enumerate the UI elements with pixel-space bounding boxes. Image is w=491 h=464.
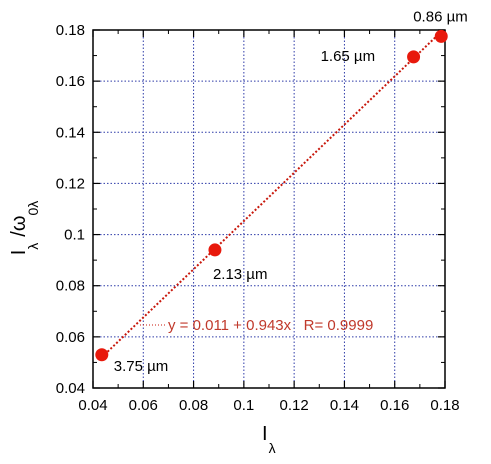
x-tick-label: 0.16 [380,397,409,414]
x-axis-label-main: I [262,423,268,445]
point-label: 2.13 µm [213,266,268,283]
data-point [95,348,109,362]
plot-frame [92,29,446,389]
point-label: 3.75 µm [114,358,169,375]
x-tick-label: 0.12 [280,397,309,414]
data-point [208,243,222,257]
x-axis-label-sub: λ [269,440,276,456]
y-axis-label-part2: /ω [8,216,30,237]
y-axis-label-main: I [8,250,30,256]
x-tick-label: 0.18 [430,397,459,414]
axis-ticks [92,29,446,389]
y-axis-label-sub: λ [25,243,41,250]
y-tick-label: 0.1 [64,227,85,244]
x-tick-label: 0.08 [179,397,208,414]
y-tick-label: 0.18 [56,22,85,39]
data-point [407,50,421,64]
data-point [434,29,448,43]
point-labels: 3.75 µm 2.13 µm 1.65 µm 0.86 µm [114,8,468,374]
fit-equation: y = 0.011 + 0.943x R= 0.9999 [168,317,373,334]
y-axis-label-part2-sub: 0λ [25,201,41,216]
point-label: 0.86 µm [413,8,468,25]
y-tick-label: 0.12 [56,175,85,192]
fit-line [101,31,442,358]
x-tick-label: 0.14 [330,397,359,414]
y-tick-label: 0.16 [56,73,85,90]
x-tick-label: 0.1 [233,397,254,414]
y-tick-label: 0.04 [56,380,85,397]
y-tick-label: 0.14 [56,124,85,141]
x-axis-label: Iλ [262,423,276,456]
x-tick-labels: 0.04 0.06 0.08 0.1 0.12 0.14 0.16 0.18 [78,397,459,414]
y-axis-label: Iλ/ω0λ [8,201,41,256]
grid [93,30,445,388]
x-tick-label: 0.04 [78,397,107,414]
y-tick-label: 0.08 [56,278,85,295]
data-points [95,29,448,362]
x-tick-label: 0.06 [129,397,158,414]
point-label: 1.65 µm [321,48,376,65]
y-tick-label: 0.06 [56,329,85,346]
y-tick-labels: 0.04 0.06 0.08 0.1 0.12 0.14 0.16 0.18 [56,22,85,397]
